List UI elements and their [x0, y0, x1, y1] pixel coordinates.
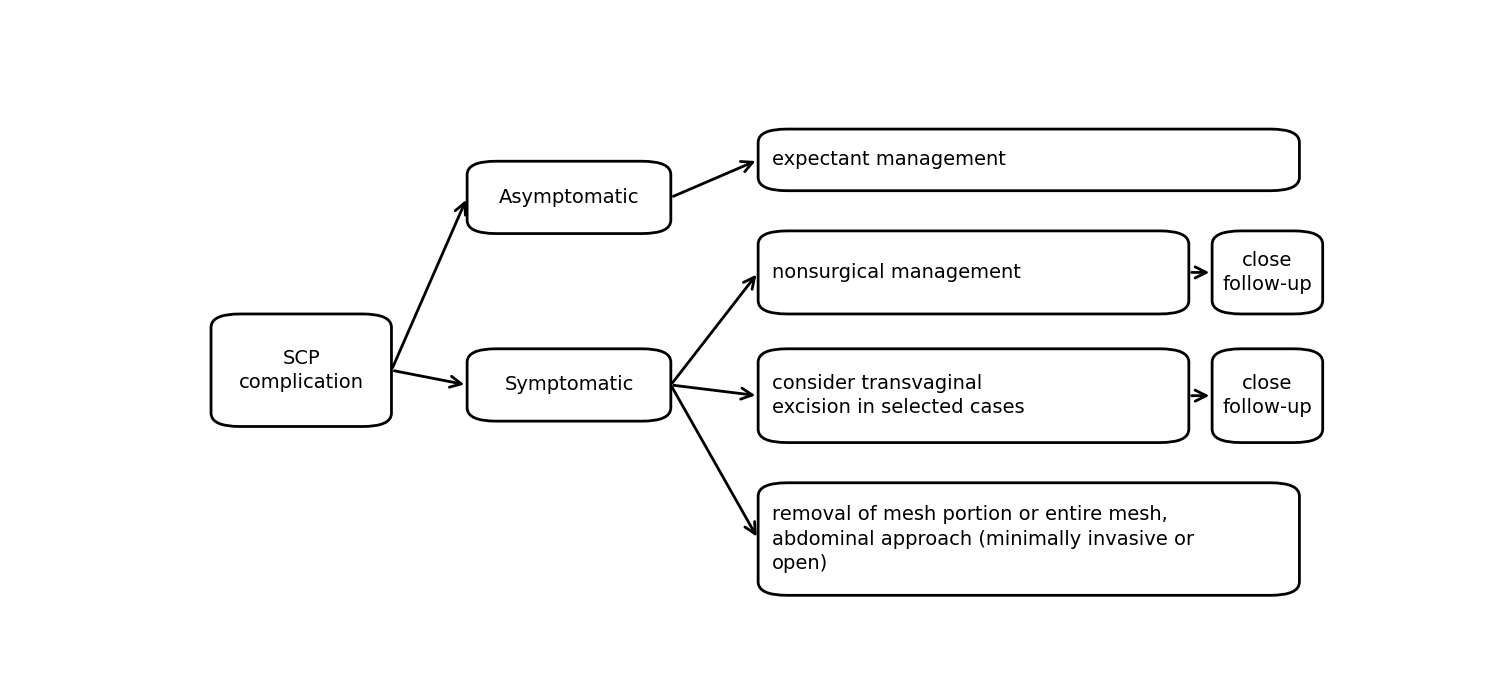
Text: close
follow-up: close follow-up [1223, 251, 1313, 294]
FancyBboxPatch shape [759, 129, 1299, 191]
Text: removal of mesh portion or entire mesh,
abdominal approach (minimally invasive o: removal of mesh portion or entire mesh, … [772, 505, 1194, 573]
FancyBboxPatch shape [467, 349, 671, 421]
FancyBboxPatch shape [759, 231, 1190, 314]
FancyBboxPatch shape [1212, 231, 1323, 314]
FancyBboxPatch shape [1212, 349, 1323, 443]
Text: Symptomatic: Symptomatic [505, 375, 634, 395]
Text: close
follow-up: close follow-up [1223, 374, 1313, 418]
FancyBboxPatch shape [467, 161, 671, 234]
Text: Asymptomatic: Asymptomatic [499, 188, 640, 207]
Text: expectant management: expectant management [772, 150, 1006, 169]
Text: consider transvaginal
excision in selected cases: consider transvaginal excision in select… [772, 374, 1024, 418]
FancyBboxPatch shape [759, 349, 1190, 443]
Text: SCP
complication: SCP complication [239, 349, 363, 392]
Text: nonsurgical management: nonsurgical management [772, 263, 1021, 282]
FancyBboxPatch shape [759, 483, 1299, 595]
FancyBboxPatch shape [210, 314, 392, 427]
